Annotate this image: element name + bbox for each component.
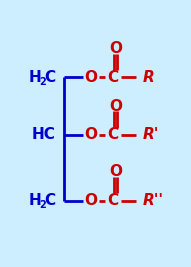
Text: O: O: [109, 41, 122, 56]
Text: C: C: [107, 127, 118, 142]
Text: O: O: [109, 99, 122, 113]
Text: O: O: [85, 127, 98, 142]
Text: HC: HC: [32, 127, 56, 142]
Text: R'': R'': [142, 193, 163, 208]
Text: C: C: [107, 70, 118, 85]
Text: C: C: [107, 193, 118, 208]
Text: R: R: [142, 70, 154, 85]
Text: H: H: [28, 70, 41, 85]
Text: C: C: [44, 70, 55, 85]
Text: R': R': [142, 127, 159, 142]
Text: O: O: [109, 164, 122, 179]
Text: O: O: [85, 70, 98, 85]
Text: O: O: [85, 193, 98, 208]
Text: H: H: [28, 193, 41, 208]
Text: 2: 2: [39, 200, 46, 210]
Text: 2: 2: [39, 77, 46, 87]
Text: C: C: [44, 193, 55, 208]
